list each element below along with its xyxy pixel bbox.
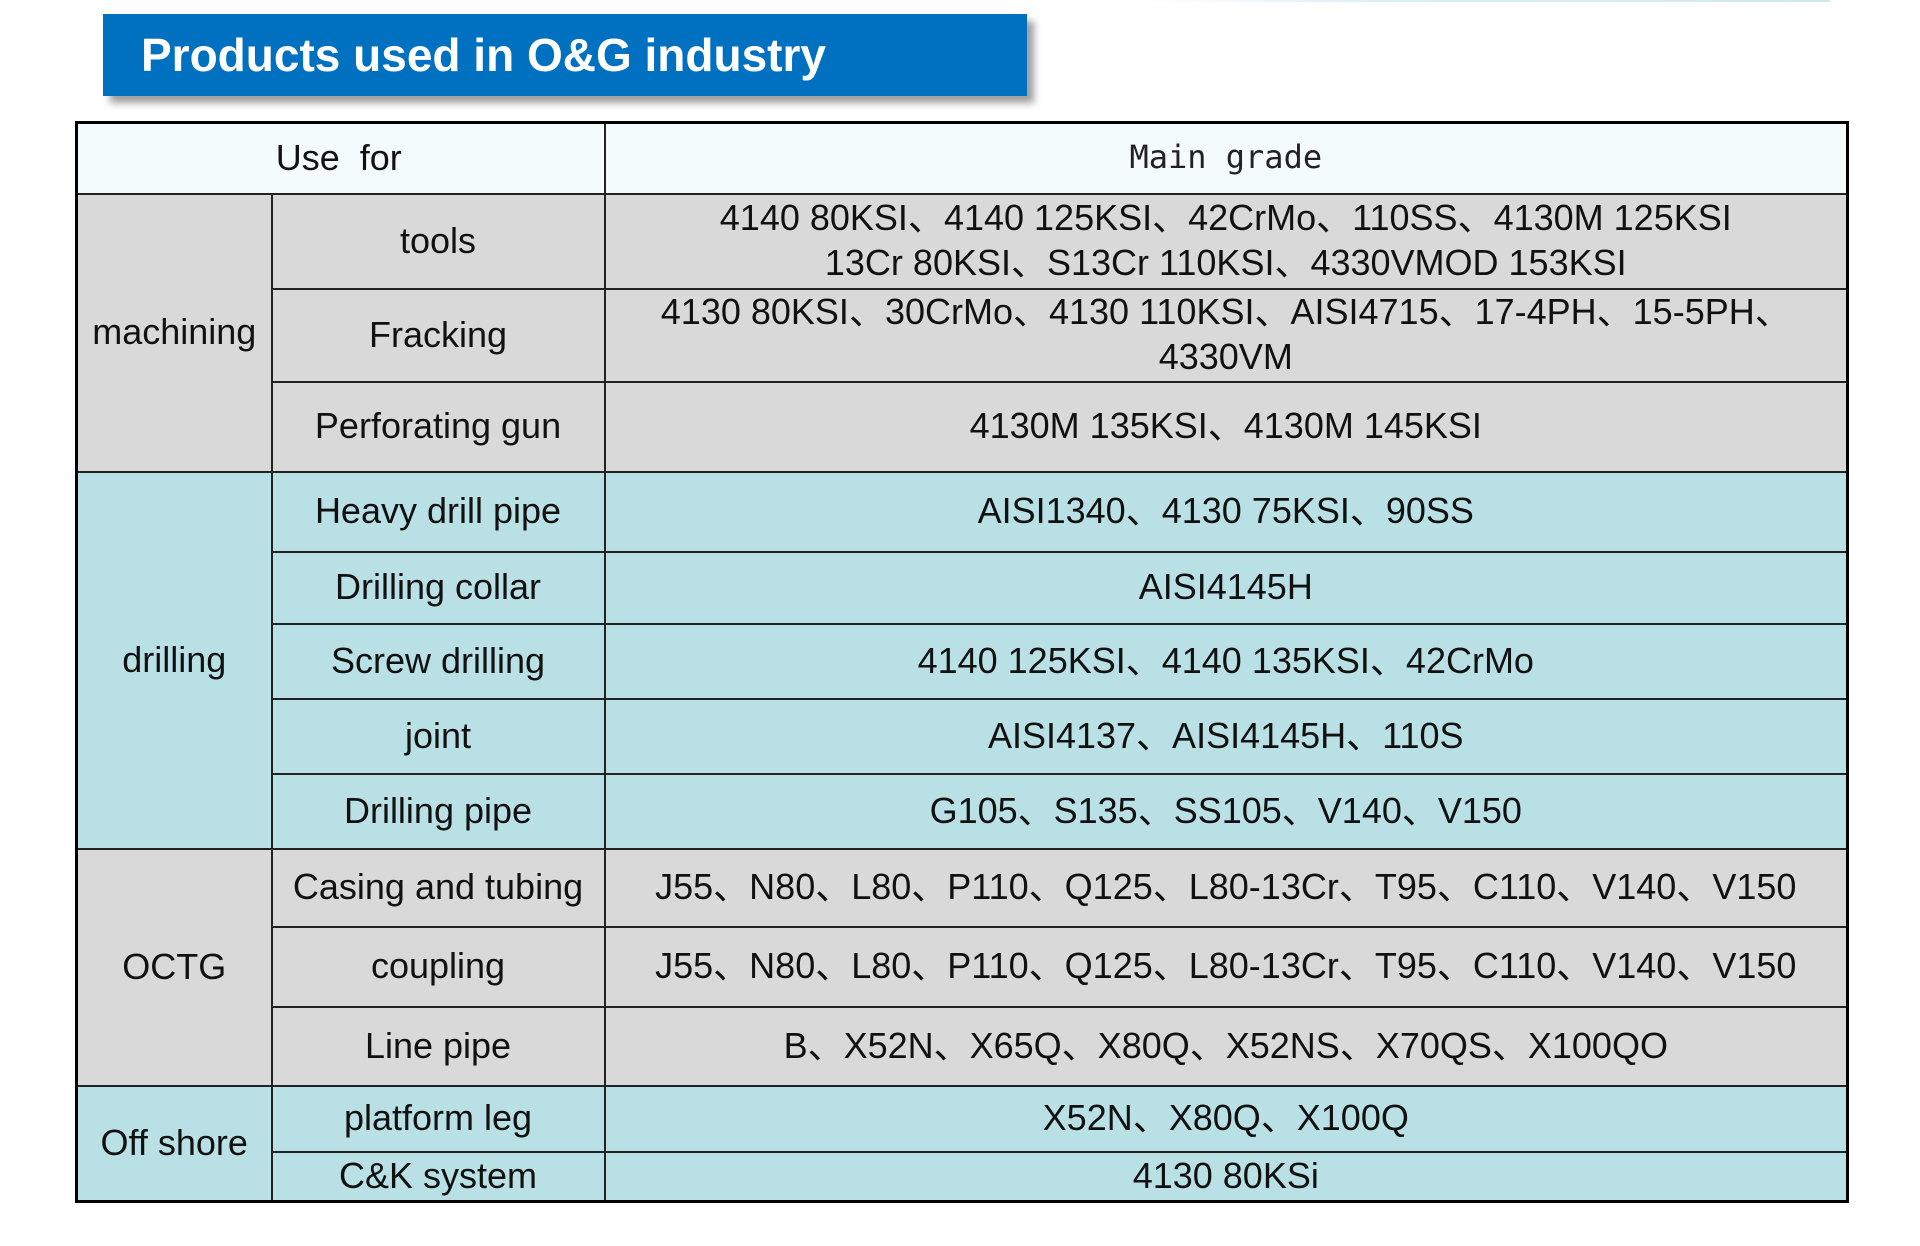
table-row: Perforating gun 4130M 135KSI、4130M 145KS… — [77, 380, 1849, 473]
header-main-grade: Main grade — [603, 121, 1849, 195]
table-row: joint AISI4137、AISI4145H、110S — [77, 697, 1849, 775]
table-row: Off shore platform leg X52N、X80Q、X100Q — [75, 1084, 1849, 1203]
grade-cell: 4140 80KSI、4140 125KSI、42CrMo、110SS、4130… — [603, 192, 1849, 290]
grade-cell: 4130 80KSI、30CrMo、4130 110KSI、AISI4715、1… — [603, 287, 1849, 383]
table-row: coupling J55、N80、L80、P110、Q125、L80-13Cr、… — [77, 925, 1849, 1008]
grade-cell: 4130M 135KSI、4130M 145KSI — [603, 380, 1849, 473]
grade-cell: G105、S135、SS105、V140、V150 — [603, 772, 1849, 850]
use-cell: platform leg — [270, 1084, 606, 1153]
use-cell: Line pipe — [270, 1005, 606, 1087]
use-cell: coupling — [270, 925, 606, 1008]
use-cell: C&K system — [270, 1150, 606, 1203]
grade-line: 4140 80KSI、4140 125KSI、42CrMo、110SS、4130… — [719, 197, 1732, 239]
table-row: Screw drilling 4140 125KSI、4140 135KSI、4… — [77, 622, 1849, 700]
header-use-for: Use for — [75, 121, 606, 195]
category-octg: OCTG — [75, 847, 273, 1087]
table-row: OCTG Casing and tubing J55、N80、L80、P110、… — [75, 847, 1849, 1087]
top-decorative-line — [1140, 0, 1830, 2]
use-cell: tools — [270, 192, 606, 290]
grade-cell: AISI1340、4130 75KSI、90SS — [603, 470, 1849, 553]
grade-line: 4330VM — [1158, 336, 1293, 377]
category-offshore: Off shore — [75, 1084, 273, 1203]
category-machining: machining — [75, 192, 273, 473]
use-cell: Heavy drill pipe — [270, 470, 606, 553]
grade-cell: J55、N80、L80、P110、Q125、L80-13Cr、T95、C110、… — [603, 925, 1849, 1008]
grade-cell: X52N、X80Q、X100Q — [603, 1084, 1849, 1153]
grade-cell: 4130 80KSi — [603, 1150, 1849, 1203]
title-banner: Products used in O&G industry — [103, 14, 1027, 96]
grade-cell: AISI4145H — [603, 550, 1849, 625]
table-row: machining tools 4140 80KSI、4140 125KSI、4… — [75, 192, 1849, 473]
grade-line: 13Cr 80KSI、S13Cr 110KSI、4330VMOD 153KSI — [824, 242, 1627, 283]
table-row: C&K system 4130 80KSi — [77, 1150, 1849, 1203]
grade-cell: J55、N80、L80、P110、Q125、L80-13Cr、T95、C110、… — [603, 847, 1849, 928]
table-row: Line pipe B、X52N、X65Q、X80Q、X52NS、X70QS、X… — [77, 1005, 1849, 1087]
use-cell: Casing and tubing — [270, 847, 606, 928]
grade-cell: AISI4137、AISI4145H、110S — [603, 697, 1849, 775]
products-table: Use for Main grade machining tools 4140 … — [75, 121, 1850, 1203]
use-cell: Perforating gun — [270, 380, 606, 473]
use-cell: Drilling collar — [270, 550, 606, 625]
grade-line: 4130 80KSI、30CrMo、4130 110KSI、AISI4715、1… — [660, 291, 1791, 333]
table-row: drilling Heavy drill pipe AISI1340、4130 … — [75, 470, 1849, 850]
use-cell: Screw drilling — [270, 622, 606, 700]
use-cell: Drilling pipe — [270, 772, 606, 850]
category-drilling: drilling — [75, 470, 273, 850]
grade-cell: 4140 125KSI、4140 135KSI、42CrMo — [603, 622, 1849, 700]
table-header-row: Use for Main grade — [75, 121, 1849, 195]
table-row: Fracking 4130 80KSI、30CrMo、4130 110KSI、A… — [77, 287, 1849, 383]
page-title: Products used in O&G industry — [141, 29, 826, 81]
table-row: Drilling collar AISI4145H — [77, 550, 1849, 625]
grade-cell: B、X52N、X65Q、X80Q、X52NS、X70QS、X100QO — [603, 1005, 1849, 1087]
table-row: Drilling pipe G105、S135、SS105、V140、V150 — [77, 772, 1849, 850]
use-cell: Fracking — [270, 287, 606, 383]
use-cell: joint — [270, 697, 606, 775]
